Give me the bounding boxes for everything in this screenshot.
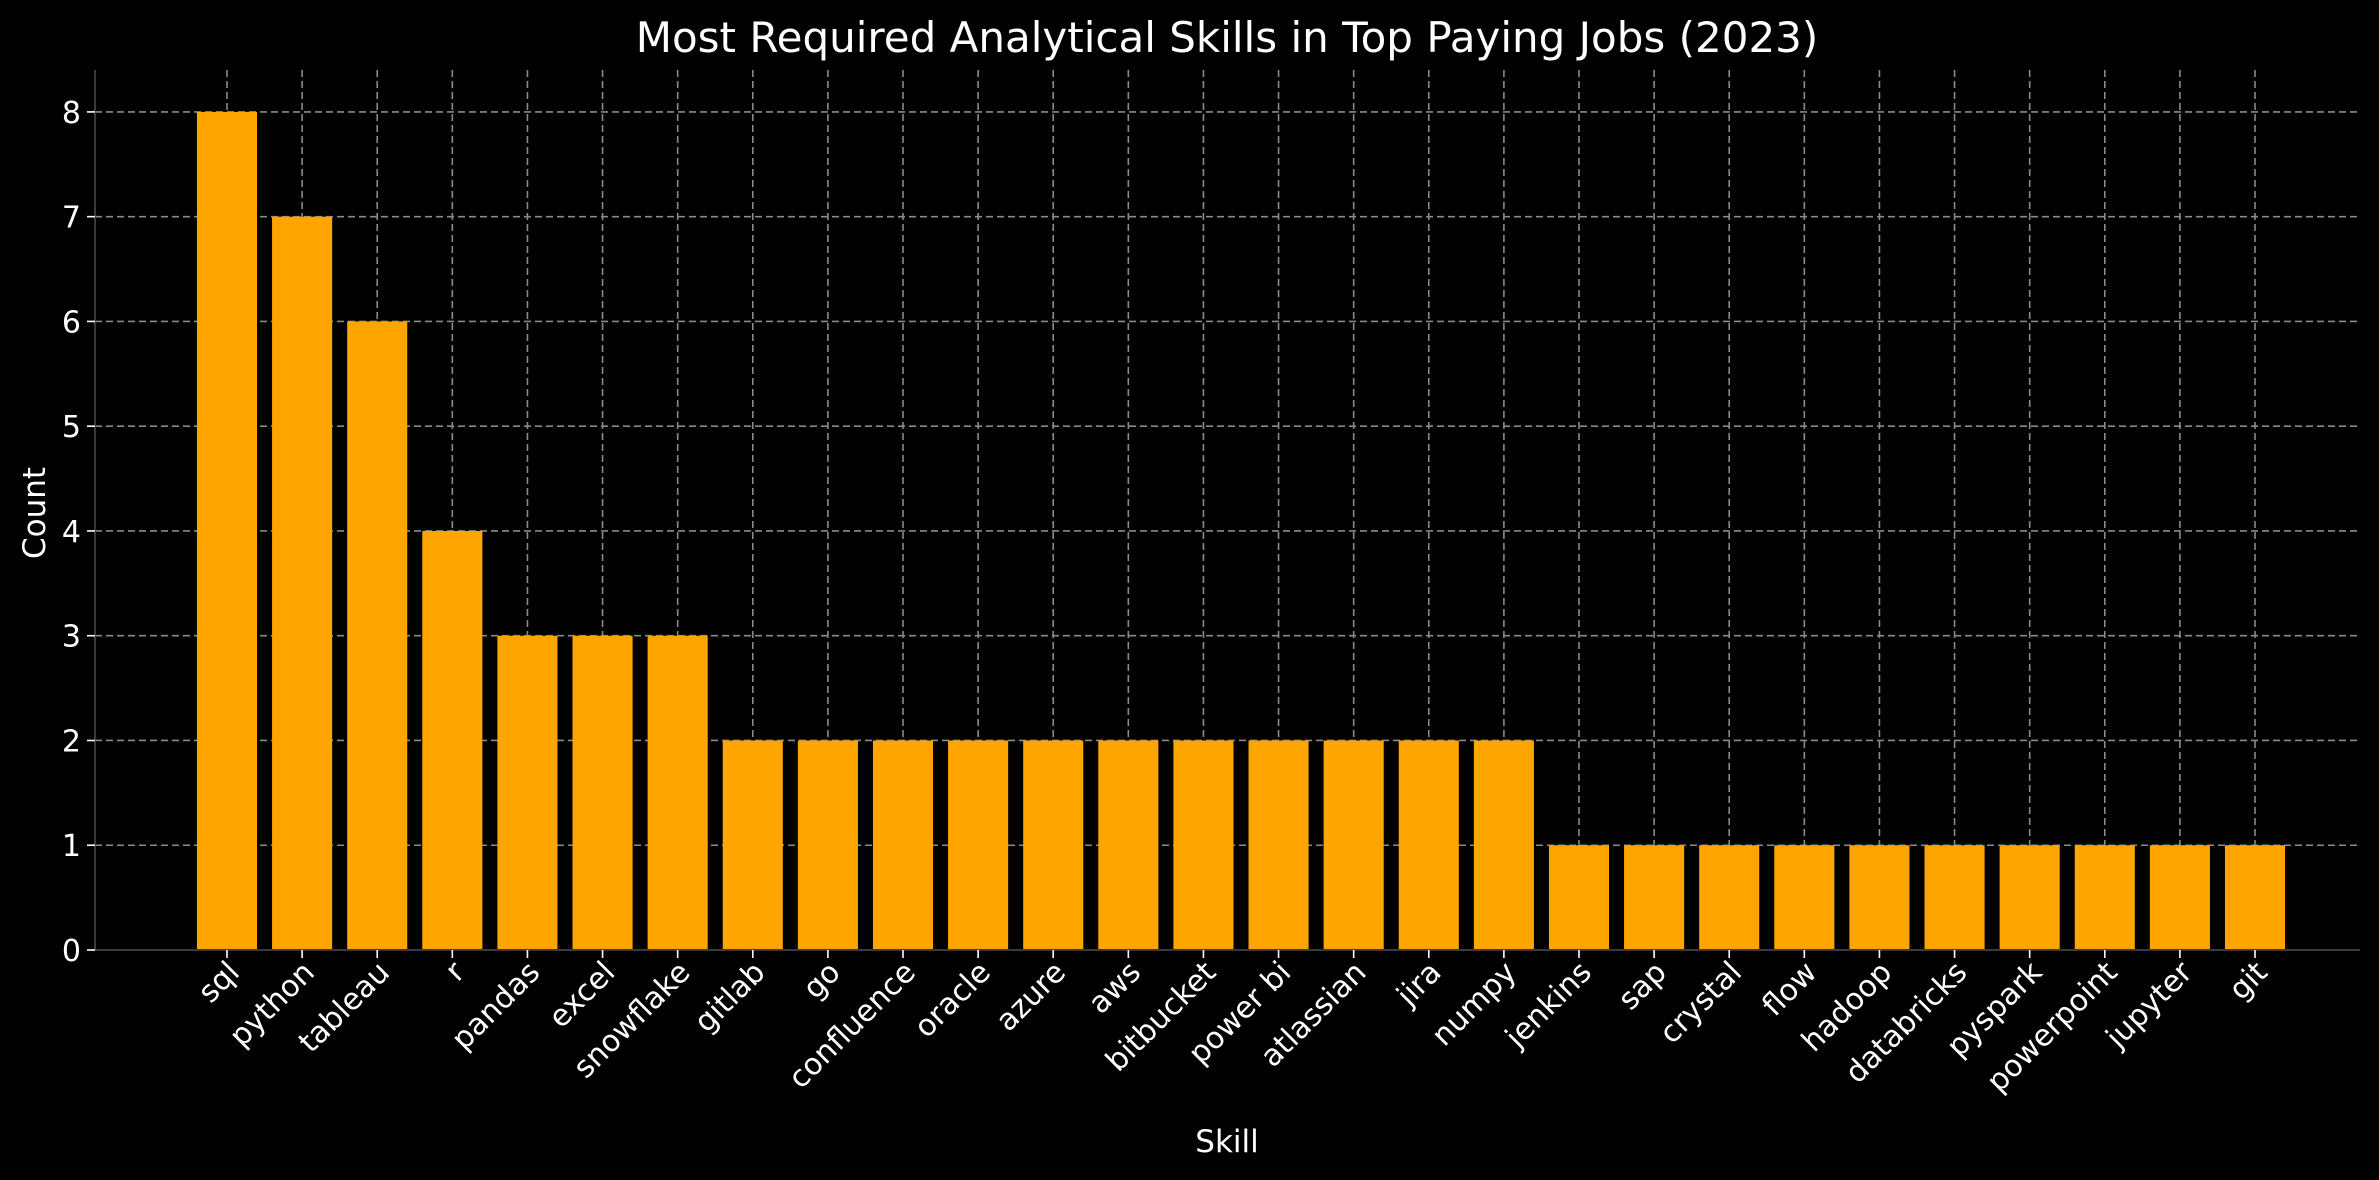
bar-flow (1774, 845, 1835, 950)
bar-oracle (948, 740, 1009, 950)
bar-pyspark (1999, 845, 2060, 950)
bar-go (797, 740, 858, 950)
bar-power-bi (1248, 740, 1309, 950)
x-tick-label: gitlab (688, 955, 773, 1040)
y-axis-label: Count (17, 467, 53, 559)
x-tick-label: r (439, 954, 473, 988)
y-tick-label: 7 (62, 201, 81, 236)
grid-layer (95, 70, 2360, 951)
bar-excel (572, 635, 633, 950)
bar-layer (196, 111, 2286, 950)
x-tick-label: oracle (908, 955, 998, 1045)
x-axis-label: Skill (1195, 1124, 1258, 1160)
bar-gitlab (722, 740, 783, 950)
y-tick-label: 3 (62, 620, 81, 655)
bar-atlassian (1323, 740, 1384, 950)
x-tick-label: sql (191, 955, 246, 1010)
x-tick-label: git (2222, 955, 2275, 1008)
x-tick-label: go (796, 955, 847, 1006)
bar-numpy (1473, 740, 1534, 950)
y-tick-label: 1 (62, 829, 81, 864)
bar-aws (1098, 740, 1159, 950)
y-tick-label: 5 (62, 410, 81, 445)
y-tick-label: 8 (62, 96, 81, 131)
y-tick-label: 2 (62, 724, 81, 759)
bar-jenkins (1548, 845, 1610, 950)
bar-sql (196, 111, 258, 950)
x-tick-label: jira (1389, 955, 1448, 1014)
x-tick-label: sap (1611, 955, 1673, 1017)
y-tick-label: 4 (62, 515, 81, 550)
bar-confluence (872, 740, 934, 950)
bar-hadoop (1849, 845, 1910, 950)
bar-git (2224, 845, 2286, 950)
bar-jupyter (2149, 845, 2210, 950)
bar-crystal (1699, 845, 1760, 950)
bar-snowflake (647, 635, 708, 950)
bar-jira (1398, 740, 1459, 950)
bar-python (272, 216, 333, 950)
bar-sap (1624, 845, 1685, 950)
bar-powerpoint (2074, 845, 2135, 950)
y-tick-label: 0 (62, 934, 81, 969)
x-tick-label: crystal (1653, 955, 1749, 1051)
y-tick-label: 6 (62, 305, 81, 340)
bar-bitbucket (1173, 740, 1234, 950)
bar-tableau (347, 321, 408, 950)
x-tick-label: aws (1082, 955, 1148, 1021)
chart-title: Most Required Analytical Skills in Top P… (636, 13, 1819, 62)
bar-databricks (1924, 845, 1985, 950)
bar-pandas (497, 635, 558, 950)
bar-azure (1023, 740, 1084, 950)
x-tick-label: flow (1756, 955, 1824, 1023)
x-tick-label: azure (989, 955, 1073, 1039)
bar-r (422, 530, 483, 950)
